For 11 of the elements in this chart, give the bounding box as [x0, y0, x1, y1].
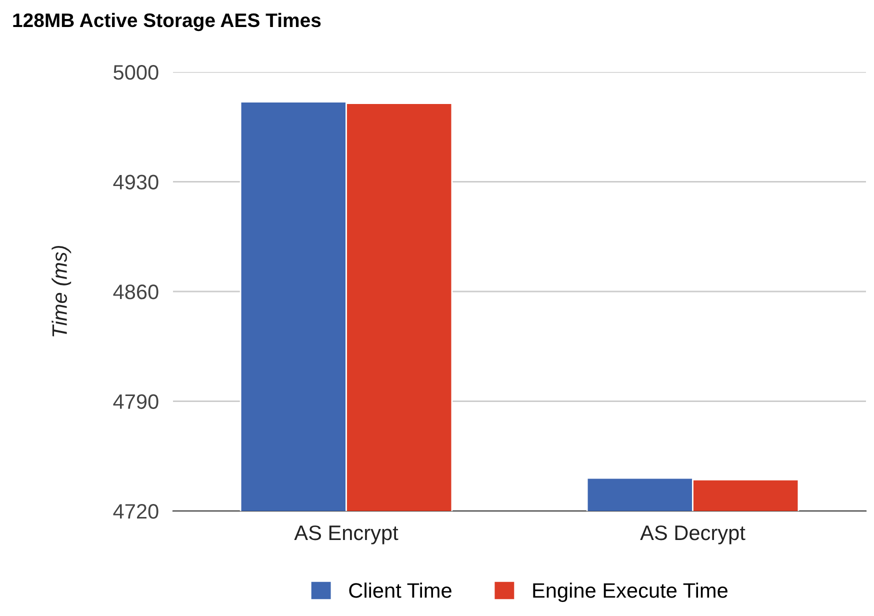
y-tick-label: 5000 [114, 65, 158, 80]
y-axis-title: Time (ms) [52, 246, 72, 336]
chart-title: 128MB Active Storage AES Times [13, 12, 321, 32]
y-tick-label: 4860 [113, 284, 158, 300]
legend-label: Engine Execute Time [533, 582, 728, 602]
y-tick-label: 4720 [113, 504, 158, 519]
x-tick-label: AS Decrypt [640, 525, 746, 544]
x-tick-label: AS Encrypt [294, 525, 398, 544]
y-tick-label: 4790 [113, 394, 158, 410]
legend-label: Client Time [349, 582, 452, 598]
y-tick-label: 4930 [113, 174, 158, 190]
